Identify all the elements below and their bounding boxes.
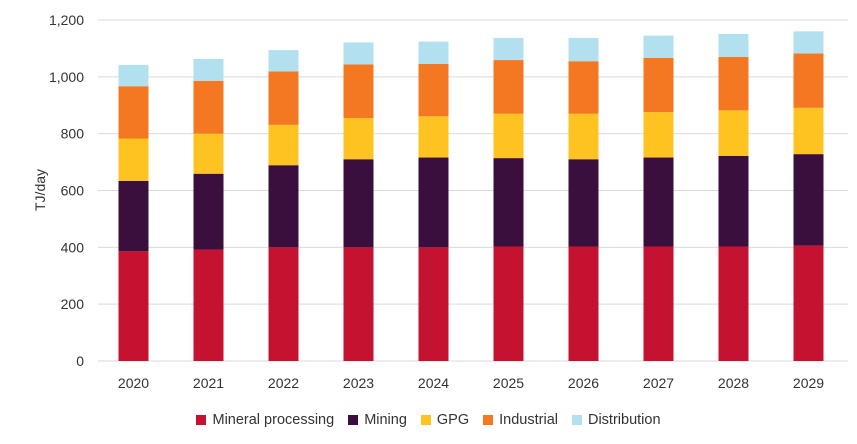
x-tick-label: 2021 [193, 375, 224, 391]
legend-swatch [571, 415, 582, 425]
bar-mining-2023 [343, 159, 374, 248]
legend-label: Distribution [587, 412, 661, 428]
bar-mineral-processing-2029 [793, 245, 824, 361]
x-tick-label: 2026 [568, 375, 599, 391]
bar-industrial-2025 [493, 60, 524, 114]
bar-gpg-2023 [343, 118, 374, 160]
x-tick-label: 2022 [268, 375, 299, 391]
bar-industrial-2026 [568, 61, 599, 114]
bar-industrial-2023 [343, 64, 374, 119]
x-tick-label: 2029 [793, 375, 824, 391]
bar-distribution-2023 [343, 42, 374, 65]
bar-mining-2028 [718, 155, 749, 247]
x-tick-label: 2025 [493, 375, 524, 391]
bar-distribution-2020 [118, 64, 149, 87]
x-tick-label: 2020 [118, 375, 149, 391]
bar-gpg-2022 [268, 124, 299, 166]
bar-mining-2022 [268, 165, 299, 248]
bar-mining-2029 [793, 154, 824, 246]
bar-mining-2025 [493, 158, 524, 247]
bar-distribution-2025 [493, 37, 524, 61]
bar-gpg-2024 [418, 116, 449, 158]
bar-gpg-2026 [568, 113, 599, 160]
y-axis-ticks: 0 200 400 600 800 1,000 1,200 [49, 12, 84, 369]
x-tick-label: 2023 [343, 375, 374, 391]
y-axis-label: TJ/day [32, 169, 48, 211]
bar-industrial-2029 [793, 53, 824, 108]
bar-mineral-processing-2026 [568, 246, 599, 361]
bar-industrial-2028 [718, 56, 749, 111]
bar-distribution-2029 [793, 31, 824, 54]
legend-label: Mineral processing [212, 412, 335, 428]
bar-distribution-2027 [643, 35, 674, 58]
bar-industrial-2021 [193, 80, 224, 134]
legend-item: GPG [420, 412, 470, 428]
bar-mining-2021 [193, 173, 224, 250]
bar-mineral-processing-2020 [118, 251, 149, 361]
bar-mineral-processing-2023 [343, 247, 374, 361]
legend-label: Mining [364, 412, 407, 428]
bar-industrial-2020 [118, 86, 149, 139]
legend-swatch [483, 415, 494, 425]
legend-swatch [196, 415, 207, 425]
bar-mineral-processing-2021 [193, 249, 224, 361]
y-tick-label: 800 [61, 126, 85, 142]
legend-item: Mining [348, 412, 407, 428]
bar-industrial-2027 [643, 57, 674, 113]
legend-swatch [348, 415, 359, 425]
bar-gpg-2028 [718, 110, 749, 156]
bar-mineral-processing-2028 [718, 246, 749, 361]
bar-gpg-2021 [193, 133, 224, 174]
legend: Mineral processing Mining GPG Industrial Dis… [0, 412, 857, 428]
legend-item: Mineral processing [196, 412, 334, 428]
y-tick-label: 600 [61, 183, 85, 199]
legend-swatch [420, 415, 431, 425]
legend-item: Industrial [483, 412, 558, 428]
bar-mining-2027 [643, 157, 674, 247]
bar-mineral-processing-2027 [643, 246, 674, 361]
bar-distribution-2028 [718, 33, 749, 57]
y-tick-label: 0 [76, 353, 84, 369]
bar-mining-2024 [418, 157, 449, 248]
x-tick-label: 2024 [418, 375, 449, 391]
bar-mineral-processing-2022 [268, 247, 299, 361]
bar-gpg-2025 [493, 113, 524, 159]
y-tick-label: 1,000 [49, 69, 84, 85]
y-tick-label: 200 [61, 296, 85, 312]
bars [118, 31, 824, 361]
bar-gpg-2029 [793, 107, 824, 155]
bar-distribution-2024 [418, 41, 449, 64]
bar-gpg-2027 [643, 112, 674, 158]
bar-mining-2020 [118, 180, 149, 252]
bar-distribution-2022 [268, 50, 299, 72]
legend-label: Industrial [499, 412, 558, 428]
x-tick-label: 2027 [643, 375, 674, 391]
x-tick-label: 2028 [718, 375, 749, 391]
legend-label: GPG [436, 412, 470, 428]
x-axis-ticks: 2020 2021 2022 2023 2024 2025 2026 2027 2028 2029 [118, 375, 824, 391]
y-tick-label: 400 [61, 239, 85, 255]
legend-item: Distribution [571, 412, 661, 428]
bar-distribution-2026 [568, 37, 599, 62]
bar-mineral-processing-2024 [418, 247, 449, 361]
bar-mining-2026 [568, 159, 599, 247]
bar-gpg-2020 [118, 138, 149, 181]
bar-distribution-2021 [193, 58, 224, 81]
bar-industrial-2024 [418, 63, 449, 117]
bar-industrial-2022 [268, 71, 299, 125]
bar-mineral-processing-2025 [493, 246, 524, 361]
y-tick-label: 1,200 [49, 12, 84, 28]
